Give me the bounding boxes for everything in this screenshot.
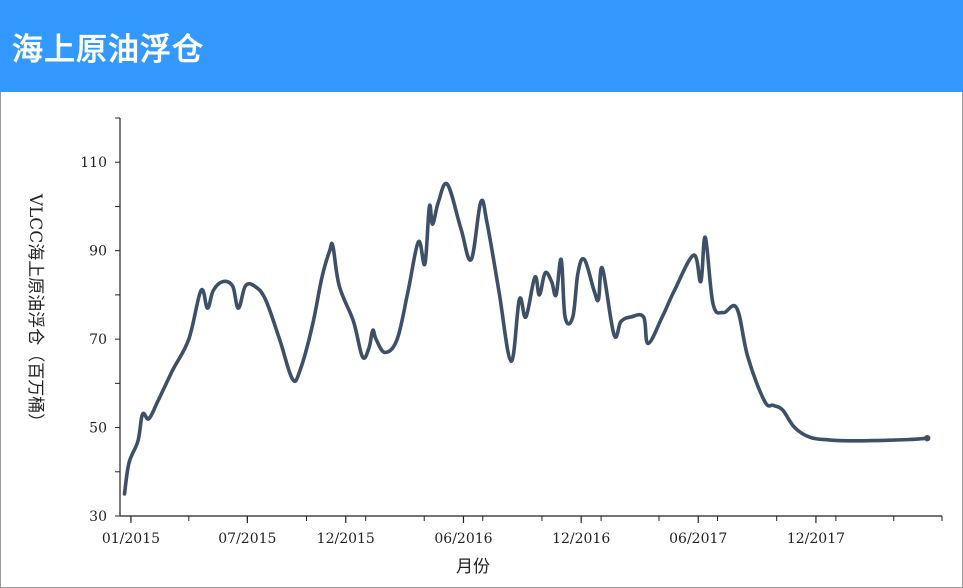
page-title: 海上原油浮仓 (12, 32, 204, 68)
x-tick-label: 12/2016 (552, 531, 610, 547)
x-tick-label: 06/2016 (434, 531, 492, 547)
series-line (122, 181, 929, 496)
series-end-point (924, 434, 931, 442)
x-tick-label: 07/2015 (218, 531, 276, 547)
chart-axes (115, 117, 943, 523)
x-tick-label: 01/2015 (102, 531, 160, 547)
y-tick-label: 50 (89, 421, 107, 437)
y-tick-label: 70 (89, 332, 107, 348)
y-axis-title: VLCC海上原油浮仓（百万桶） (25, 193, 45, 431)
y-tick-label: 110 (80, 155, 107, 171)
y-tick-label: 30 (89, 509, 107, 525)
x-tick-label: 12/2017 (787, 531, 845, 547)
header-bar: 海上原油浮仓 (0, 0, 963, 92)
x-tick-label: 12/2015 (317, 531, 375, 547)
tick-labels: 30 50 70 90 110 01/2015 07/2015 12/2015 06/2016 1… (80, 155, 845, 547)
y-tick-label: 90 (89, 244, 107, 260)
series-layer (122, 181, 931, 496)
x-axis-title: 月份 (456, 557, 490, 577)
x-tick-label: 06/2017 (669, 531, 727, 547)
